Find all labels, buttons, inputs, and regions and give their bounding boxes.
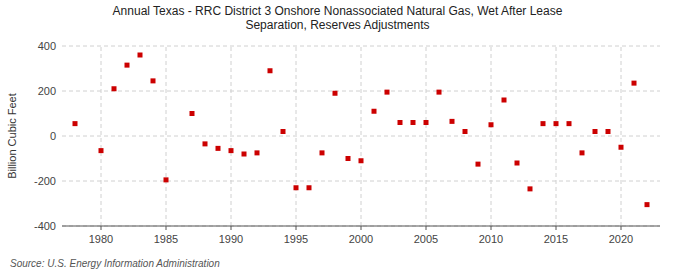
title-line: Annual Texas - RRC District 3 Onshore No… — [113, 4, 563, 18]
scatter-point — [424, 120, 429, 125]
x-axis-line — [62, 226, 660, 227]
scatter-point — [268, 68, 273, 73]
y-tick-label: -400 — [34, 220, 56, 232]
scatter-point — [359, 158, 364, 163]
x-tick-mark — [101, 226, 102, 230]
x-tick-mark — [231, 226, 232, 230]
scatter-point — [255, 150, 260, 155]
title-line: Separation, Reserves Adjustments — [245, 18, 429, 32]
chart-svg: Annual Texas - RRC District 3 Onshore No… — [0, 0, 675, 275]
scatter-point — [398, 120, 403, 125]
x-grid-line — [296, 46, 297, 226]
x-tick-mark — [296, 226, 297, 230]
scatter-point — [281, 129, 286, 134]
y-tick-label: 200 — [38, 85, 56, 97]
scatter-point — [567, 121, 572, 126]
scatter-point — [99, 148, 104, 153]
x-tick-label: 2005 — [414, 233, 438, 245]
source-note: Source: U.S. Energy Information Administ… — [10, 258, 220, 269]
x-tick-label: 1985 — [154, 233, 178, 245]
scatter-point — [190, 111, 195, 116]
x-grid-line — [491, 46, 492, 226]
scatter-point — [541, 121, 546, 126]
scatter-point — [112, 86, 117, 91]
y-tick-label: -200 — [34, 175, 56, 187]
scatter-point — [554, 121, 559, 126]
scatter-point — [372, 109, 377, 114]
x-tick-label: 2020 — [609, 233, 633, 245]
scatter-point — [476, 162, 481, 167]
scatter-point — [385, 90, 390, 95]
x-tick-label: 2010 — [479, 233, 503, 245]
x-grid-line — [426, 46, 427, 226]
scatter-point — [502, 98, 507, 103]
scatter-point — [580, 150, 585, 155]
scatter-point — [437, 90, 442, 95]
scatter-point — [151, 78, 156, 83]
x-tick-mark — [491, 226, 492, 230]
scatter-point — [606, 129, 611, 134]
scatter-point — [307, 185, 312, 190]
scatter-point — [632, 81, 637, 86]
scatter-point — [138, 53, 143, 58]
scatter-point — [333, 91, 338, 96]
scatter-point — [411, 120, 416, 125]
scatter-point — [463, 129, 468, 134]
scatter-point — [242, 152, 247, 157]
scatter-point — [125, 63, 130, 68]
scatter-point — [346, 156, 351, 161]
y-axis-label: Billion Cubic Feet — [6, 93, 18, 179]
x-tick-mark — [166, 226, 167, 230]
scatter-point — [645, 202, 650, 207]
scatter-point — [216, 146, 221, 151]
x-grid-line — [621, 46, 622, 226]
y-tick-label: 0 — [50, 130, 56, 142]
points — [73, 53, 650, 208]
scatter-point — [489, 122, 494, 127]
y-tick-label: 400 — [38, 40, 56, 52]
x-tick-label: 1980 — [89, 233, 113, 245]
x-grid-line — [166, 46, 167, 226]
scatter-point — [593, 129, 598, 134]
scatter-point — [528, 186, 533, 191]
x-grid-line — [101, 46, 102, 226]
y-grid-line — [62, 136, 660, 137]
scatter-point — [619, 145, 624, 150]
y-grid-line — [62, 226, 660, 227]
scatter-point — [73, 121, 78, 126]
x-tick-label: 2000 — [349, 233, 373, 245]
x-tick-mark — [556, 226, 557, 230]
x-tick-mark — [361, 226, 362, 230]
scatter-point — [515, 161, 520, 166]
grid — [62, 46, 660, 226]
scatter-point — [203, 141, 208, 146]
scatter-point — [450, 119, 455, 124]
x-tick-mark — [426, 226, 427, 230]
x-tick-label: 1995 — [284, 233, 308, 245]
chart-container: Annual Texas - RRC District 3 Onshore No… — [0, 0, 675, 275]
scatter-point — [229, 148, 234, 153]
x-tick-mark — [621, 226, 622, 230]
x-tick-label: 1990 — [219, 233, 243, 245]
x-tick-label: 2015 — [544, 233, 568, 245]
x-grid-line — [231, 46, 232, 226]
chart-title: Annual Texas - RRC District 3 Onshore No… — [113, 4, 563, 32]
x-grid-line — [556, 46, 557, 226]
scatter-point — [164, 177, 169, 182]
scatter-point — [320, 150, 325, 155]
scatter-point — [294, 185, 299, 190]
x-grid-line — [361, 46, 362, 226]
